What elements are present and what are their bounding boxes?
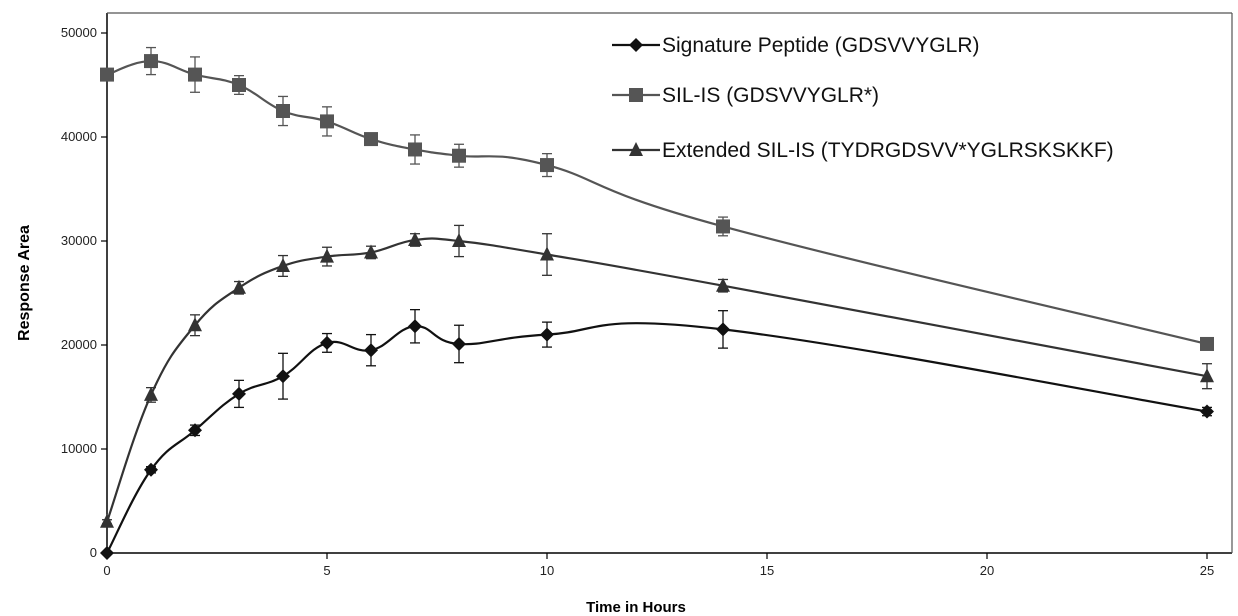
y-tick-label: 40000 (61, 129, 97, 144)
data-point (408, 142, 422, 157)
data-point (232, 386, 246, 401)
data-point (716, 322, 730, 337)
ticks: 0 5 10 15 20 25 0 10000 20000 30000 40000 50000 (61, 25, 1214, 578)
series-layer (100, 46, 1214, 560)
data-point (144, 462, 158, 477)
y-tick-label: 10000 (61, 441, 97, 456)
data-point (364, 244, 378, 259)
x-tick-label: 25 (1200, 563, 1214, 578)
y-axis-title: Response Area (16, 225, 33, 341)
data-point (408, 231, 422, 246)
data-point (408, 319, 422, 334)
x-axis-title: Time in Hours (586, 599, 686, 616)
data-point (1200, 404, 1214, 419)
data-point (320, 335, 334, 350)
data-point (188, 67, 202, 82)
legend: Signature Peptide (GDSVVYGLR) SIL-IS (GDS… (612, 34, 1114, 162)
data-point (1200, 368, 1214, 383)
legend-label: SIL-IS (GDSVVYGLR*) (662, 84, 879, 107)
series-line (105, 237, 1208, 523)
data-point (540, 327, 554, 342)
y-tick-label: 50000 (61, 25, 97, 40)
series-line (106, 322, 1208, 554)
data-point (232, 279, 246, 294)
legend-label: Extended SIL-IS (TYDRGDSVV*YGLRSKSKKF) (662, 139, 1114, 162)
legend-marker-triangle (629, 142, 643, 156)
y-tick-label: 30000 (61, 233, 97, 248)
data-point (716, 219, 730, 234)
data-point (100, 546, 114, 560)
series-line (106, 59, 1208, 346)
x-tick-label: 0 (103, 563, 110, 578)
legend-label: Signature Peptide (GDSVVYGLR) (662, 34, 979, 57)
data-point (232, 78, 246, 92)
data-point (276, 369, 290, 384)
data-point (364, 132, 378, 147)
legend-marker-square (629, 88, 643, 102)
y-tick-label: 0 (90, 545, 97, 560)
data-point (540, 246, 554, 261)
data-point (320, 114, 334, 129)
x-tick-label: 15 (760, 563, 774, 578)
x-tick-label: 10 (540, 563, 554, 578)
series-triangle (100, 224, 1214, 528)
data-point (716, 277, 730, 292)
data-point (144, 386, 158, 401)
x-tick-label: 20 (980, 563, 994, 578)
data-point (452, 336, 466, 351)
data-point (188, 317, 202, 332)
data-point (276, 257, 290, 272)
data-point (144, 54, 158, 69)
legend-marker-diamond (629, 38, 643, 52)
data-point (320, 248, 334, 263)
series-diamond (100, 308, 1214, 560)
data-point (452, 233, 466, 247)
y-tick-label: 20000 (61, 337, 97, 352)
data-point (276, 104, 290, 118)
data-point (1200, 336, 1214, 351)
data-point (100, 513, 114, 528)
data-point (364, 343, 378, 358)
data-point (188, 423, 202, 438)
series-square (100, 46, 1214, 351)
data-point (100, 67, 114, 82)
x-tick-label: 5 (323, 563, 330, 578)
axes (106, 12, 1233, 554)
data-point (540, 158, 554, 173)
data-point (452, 148, 466, 163)
